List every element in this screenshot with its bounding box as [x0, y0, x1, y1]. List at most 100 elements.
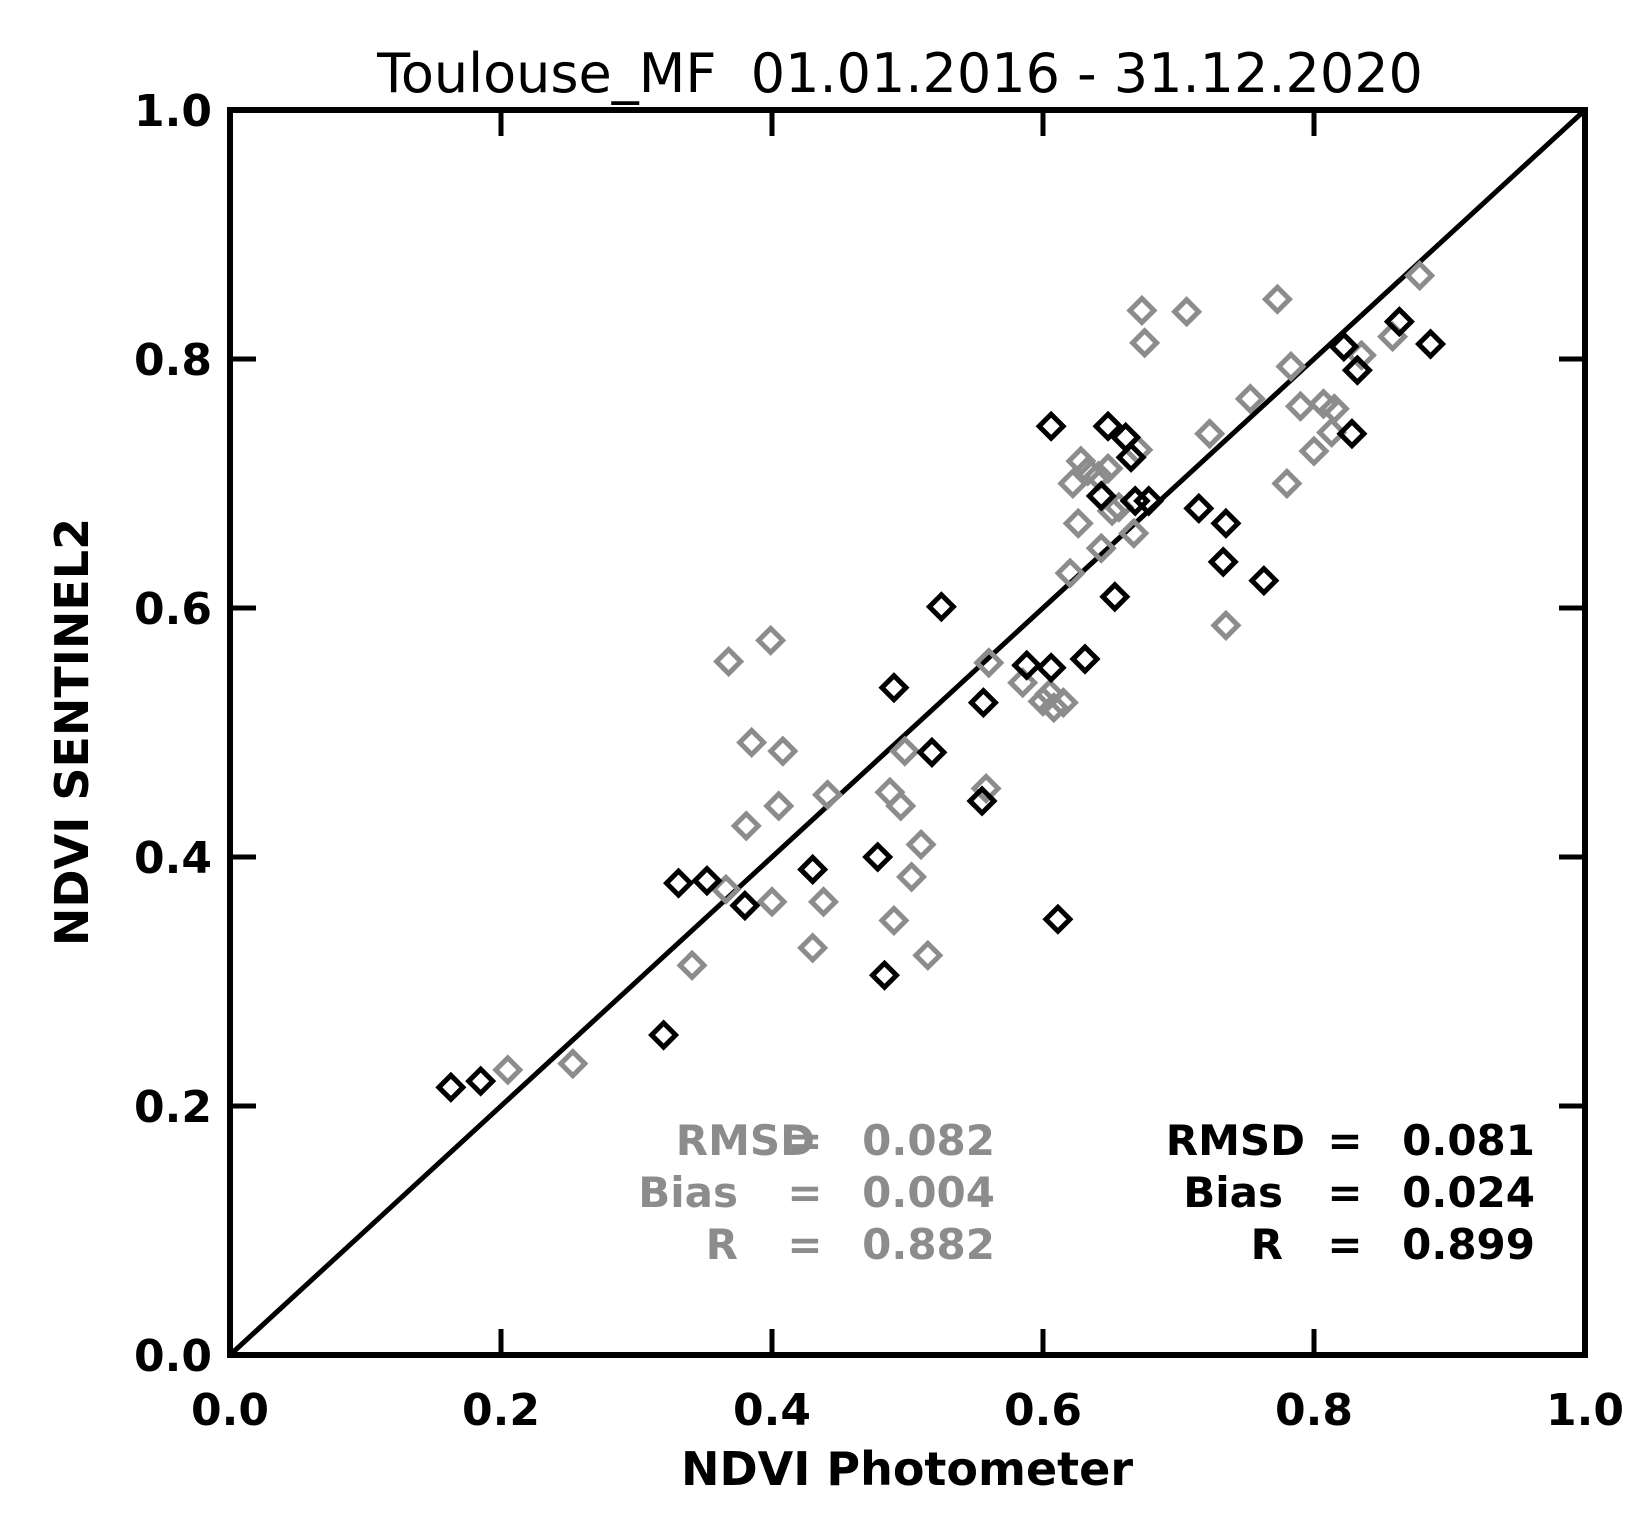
black-series-point [1207, 546, 1239, 578]
gray-series-point [1234, 383, 1266, 415]
black-series-point [465, 1065, 497, 1097]
gray-series-point [973, 647, 1005, 679]
stat-black-r-eq: = [1327, 1220, 1362, 1269]
x-tick-labels: 0.0 0.2 0.4 0.6 0.8 1.0 [191, 1385, 1624, 1436]
gray-series-point [1284, 390, 1316, 422]
black-series-point [1183, 492, 1215, 524]
black-series-point [1042, 903, 1074, 935]
y-tick-label: 0.6 [134, 584, 212, 635]
stat-black-rmsd-label: RMSD [1166, 1116, 1305, 1165]
black-series-point [1328, 331, 1360, 363]
black-series-point [435, 1071, 467, 1103]
black-series-point [1115, 441, 1147, 473]
gray-series-point [756, 886, 788, 918]
gray-series-point [896, 861, 928, 893]
y-axis-label: NDVI SENTINEL2 [45, 518, 99, 946]
gray-series-point [755, 624, 787, 656]
stat-gray-bias-eq: = [787, 1168, 822, 1217]
gray-series-point [807, 886, 840, 918]
stat-black-bias-label: Bias [1183, 1168, 1283, 1217]
gray-series-point [912, 939, 944, 971]
stats-black: RMSD = 0.081 Bias = 0.024 R = 0.899 [1166, 1116, 1535, 1269]
y-tick-label: 0.4 [134, 833, 212, 884]
gray-series-point [878, 904, 910, 937]
x-tick-label: 0.6 [1004, 1385, 1082, 1436]
gray-series-point [1316, 416, 1348, 448]
gray-series-point [1062, 507, 1094, 539]
gray-series-point [1118, 517, 1150, 549]
black-series-point [1069, 643, 1101, 675]
black-series-point [1341, 354, 1373, 386]
stat-black-rmsd-eq: = [1327, 1116, 1362, 1165]
black-series-point [862, 841, 894, 873]
black-series-point [868, 959, 901, 991]
stat-gray-rmsd-eq: = [787, 1116, 822, 1165]
gray-series-point [1271, 467, 1303, 500]
black-series-point [967, 687, 999, 719]
y-tick-label: 0.0 [134, 1331, 212, 1382]
gray-series-point [1047, 687, 1079, 719]
y-tick-labels: 0.0 0.2 0.4 0.6 0.8 1.0 [134, 86, 212, 1382]
black-series-point [1248, 565, 1280, 597]
x-tick-label: 0.2 [462, 1385, 540, 1436]
black-series-point [1035, 410, 1067, 442]
gray-series-point [1007, 667, 1039, 699]
gray-series-point [1171, 296, 1203, 328]
black-series-point [1336, 418, 1368, 450]
y-tick-label: 0.8 [134, 335, 212, 386]
x-axis-label: NDVI Photometer [681, 1442, 1133, 1496]
stat-black-r-label: R [1251, 1220, 1283, 1269]
black-series-point [1011, 649, 1043, 681]
gray-series-point [730, 810, 762, 842]
gray-series-point [767, 735, 799, 767]
black-series-point [1085, 480, 1117, 512]
stat-gray-rmsd-value: 0.082 [862, 1116, 995, 1165]
black-series-point [1133, 485, 1165, 517]
black-series-point [662, 867, 695, 899]
black-series-point [1383, 306, 1415, 338]
stat-black-bias-eq: = [1327, 1168, 1362, 1217]
gray-series-point [736, 726, 768, 758]
x-tick-label: 0.8 [1275, 1385, 1353, 1436]
gray-series-point [763, 790, 795, 822]
x-tick-label: 0.4 [733, 1385, 811, 1436]
one-to-one-line [228, 108, 1587, 1357]
gray-series-point [885, 790, 917, 822]
gray-series-point [492, 1054, 524, 1086]
stat-black-bias-value: 0.024 [1402, 1168, 1535, 1217]
stat-gray-r-label: R [706, 1220, 738, 1269]
gray-series-point [1404, 260, 1436, 292]
gray-series-point [1129, 327, 1161, 359]
gray-series-point [797, 932, 829, 964]
gray-series-point [1126, 294, 1158, 326]
gray-series-point [1298, 435, 1330, 467]
black-series-point [966, 785, 998, 817]
black-series-point [925, 591, 957, 623]
black-series-point [1210, 507, 1242, 539]
axis-ticks [227, 107, 1588, 1358]
y-tick-label: 0.2 [134, 1082, 212, 1133]
gray-series-point [812, 779, 844, 811]
gray-series-point [713, 645, 745, 678]
plot-frame [227, 107, 1588, 1358]
gray-series-point [1275, 350, 1307, 383]
stat-black-rmsd-value: 0.081 [1402, 1116, 1535, 1165]
black-series-point [878, 672, 910, 704]
black-series-point [1099, 581, 1131, 613]
black-series-point [648, 1019, 680, 1051]
gray-series-point [889, 735, 921, 767]
gray-series-point [905, 829, 937, 861]
gray-series-point [1054, 557, 1086, 589]
stat-gray-rmsd-label: RMSD [676, 1116, 815, 1165]
gray-series-point [1038, 692, 1070, 724]
y-tick-label: 1.0 [134, 86, 212, 137]
x-tick-label: 1.0 [1546, 1385, 1624, 1436]
black-series-point [797, 853, 829, 885]
gray-series-point [557, 1048, 589, 1080]
gray-series-point [1194, 418, 1226, 450]
stat-gray-r-value: 0.882 [862, 1220, 995, 1269]
stat-gray-bias-label: Bias [638, 1168, 738, 1217]
black-series-point [729, 890, 761, 922]
black-series-point [916, 736, 948, 768]
